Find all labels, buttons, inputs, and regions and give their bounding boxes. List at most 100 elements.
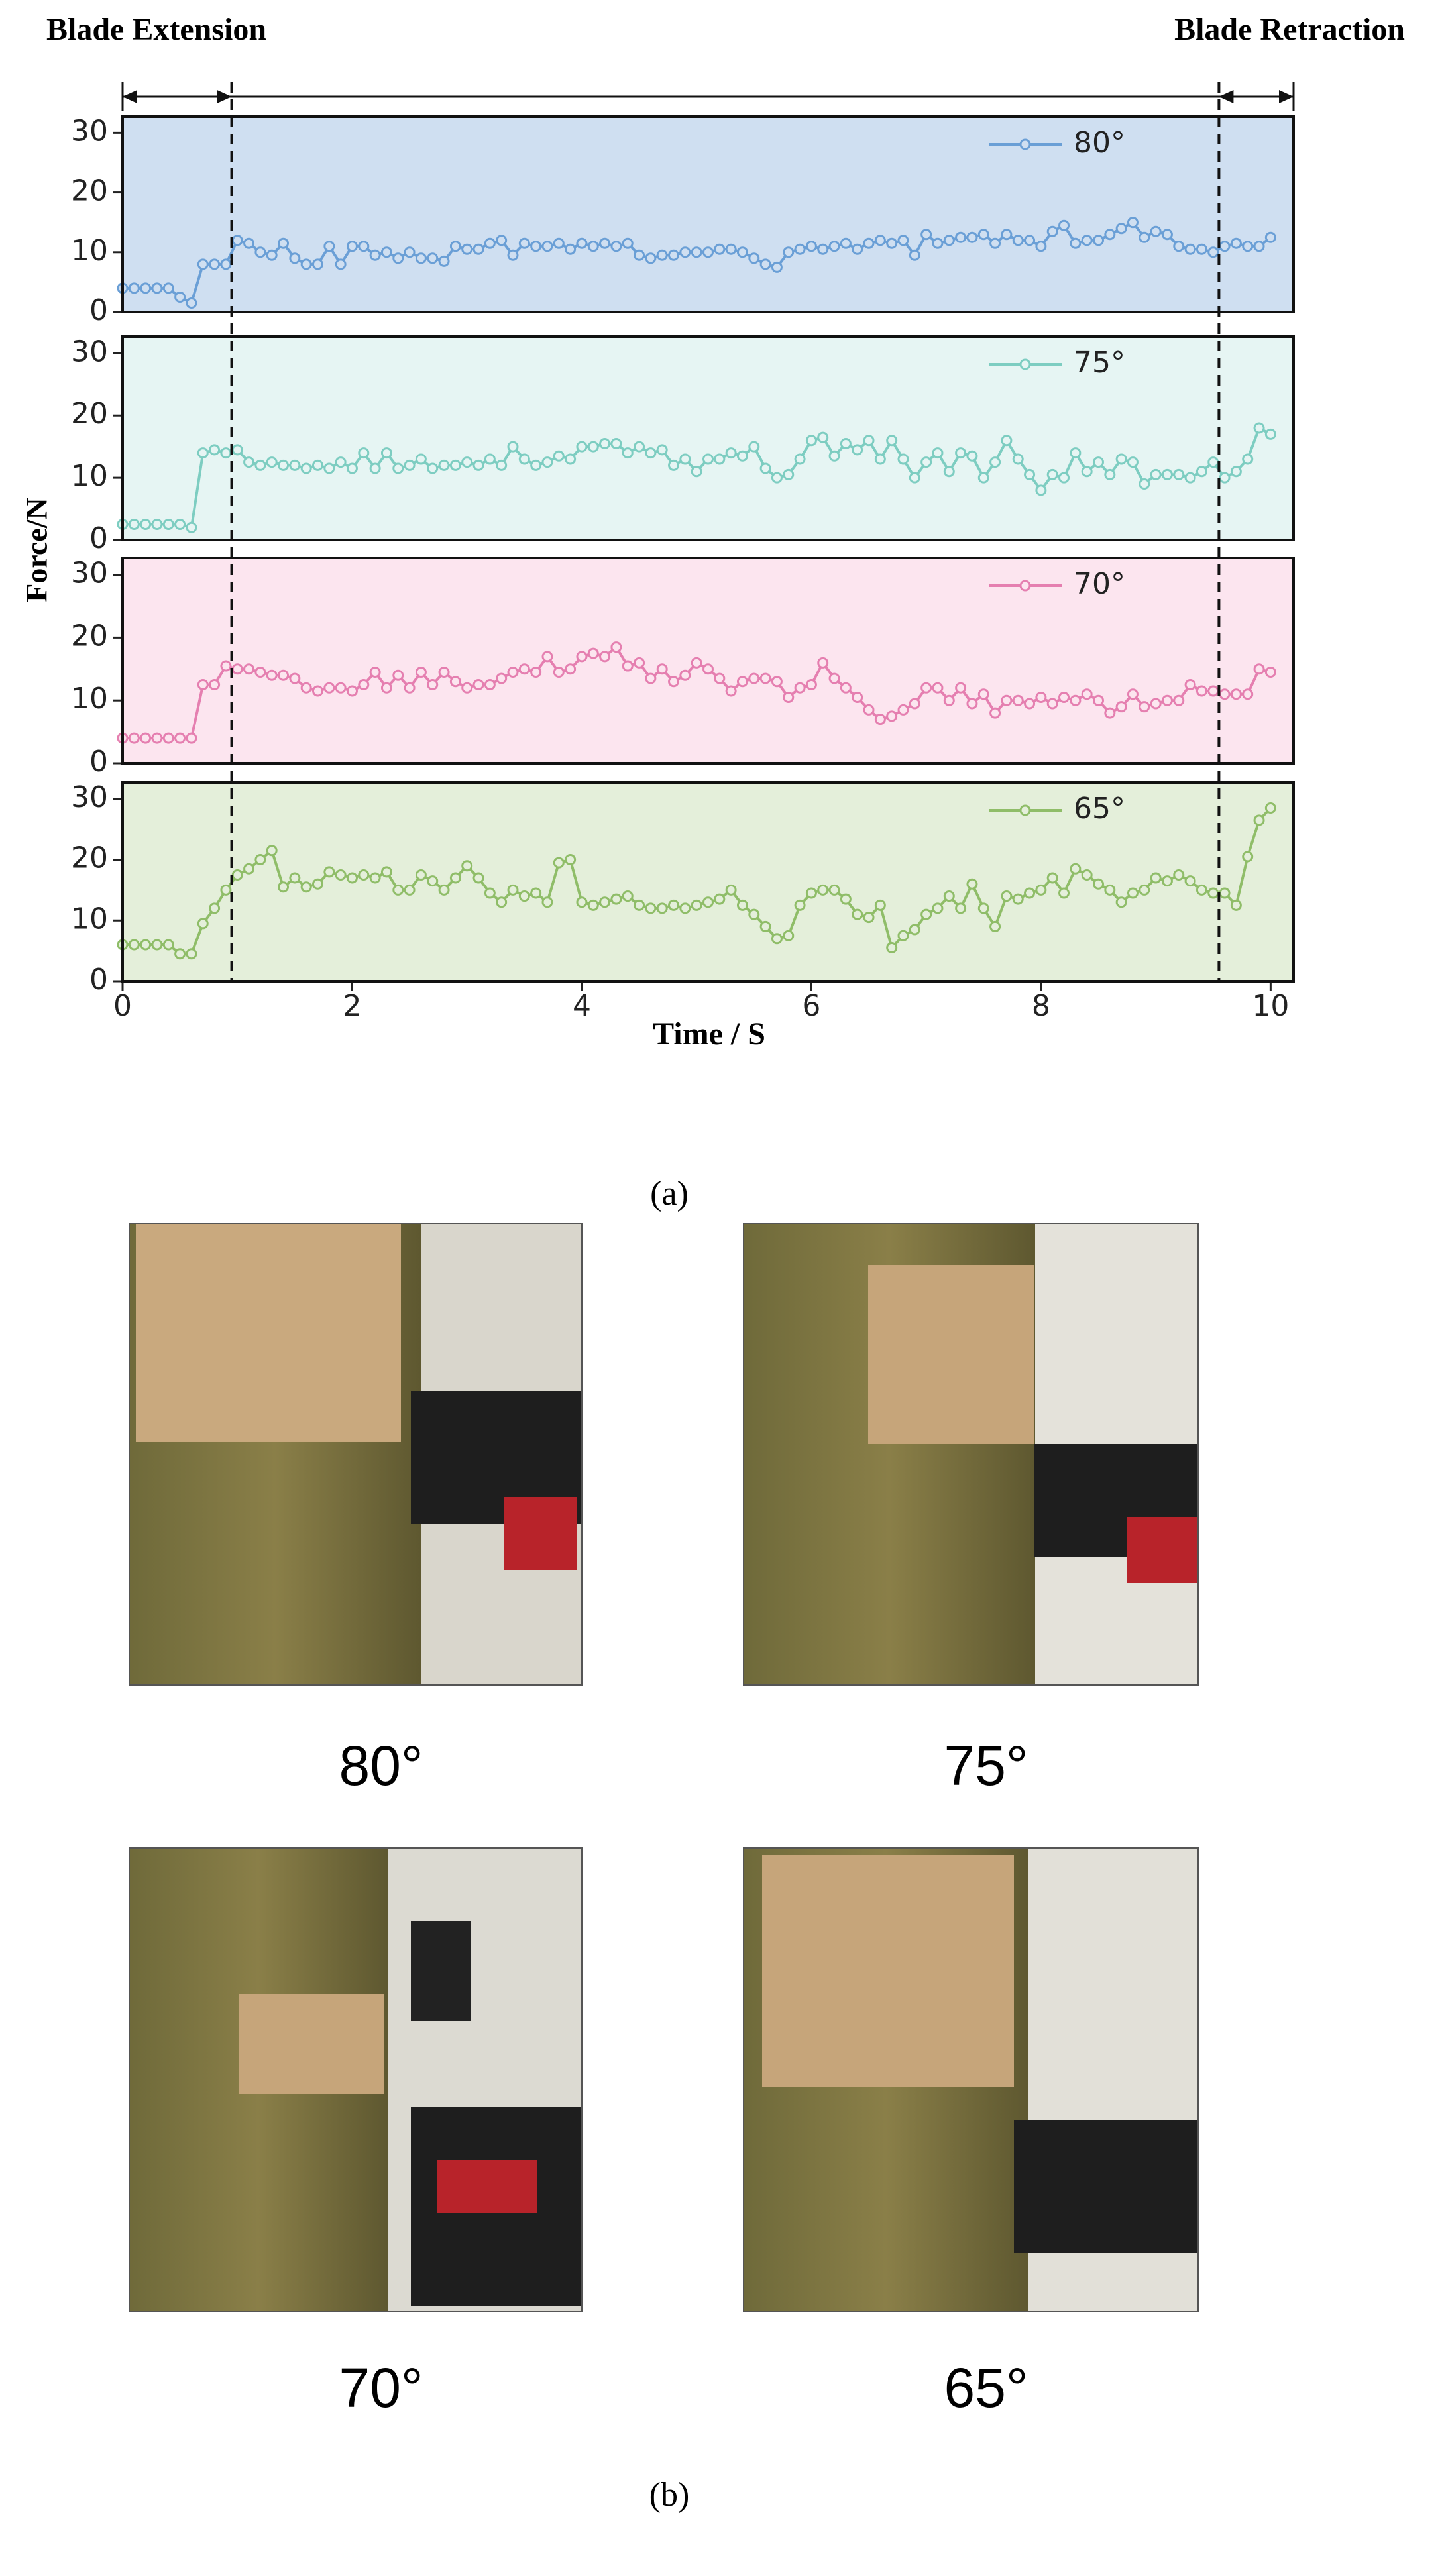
data-point bbox=[404, 459, 416, 471]
data-point bbox=[128, 519, 140, 531]
data-point bbox=[610, 641, 622, 653]
data-point bbox=[599, 896, 611, 908]
data-point bbox=[461, 860, 473, 872]
data-point bbox=[243, 663, 255, 675]
data-point bbox=[220, 884, 232, 896]
data-point bbox=[989, 707, 1001, 719]
data-point bbox=[1093, 456, 1104, 468]
data-point bbox=[828, 450, 840, 462]
data-point bbox=[392, 462, 404, 474]
data-point bbox=[553, 450, 565, 462]
data-point bbox=[1161, 229, 1173, 241]
data-point bbox=[186, 521, 197, 533]
data-point bbox=[300, 682, 312, 694]
data-point bbox=[1253, 814, 1265, 826]
data-point bbox=[691, 466, 702, 478]
x-tick-label: 0 bbox=[113, 989, 132, 1023]
data-point bbox=[162, 939, 174, 951]
data-point bbox=[128, 282, 140, 294]
data-point bbox=[220, 447, 232, 459]
data-point bbox=[289, 459, 301, 471]
data-point bbox=[266, 249, 278, 261]
data-point bbox=[702, 896, 714, 908]
data-point bbox=[622, 660, 634, 672]
data-point bbox=[977, 902, 989, 914]
data-point bbox=[645, 902, 657, 914]
data-point bbox=[186, 948, 197, 960]
data-point bbox=[897, 930, 909, 941]
data-point bbox=[565, 453, 577, 465]
data-point bbox=[771, 676, 783, 688]
data-point bbox=[427, 252, 439, 264]
data-point bbox=[530, 667, 542, 678]
data-point bbox=[587, 899, 599, 911]
data-point bbox=[151, 732, 163, 744]
data-point bbox=[1207, 685, 1219, 697]
data-point bbox=[472, 678, 484, 690]
data-point bbox=[1195, 243, 1207, 255]
data-point bbox=[759, 672, 771, 684]
data-point bbox=[1035, 691, 1047, 703]
photo bbox=[129, 1847, 583, 2312]
caption: (a) bbox=[650, 1175, 689, 1212]
data-point bbox=[1127, 217, 1139, 229]
data-point bbox=[1219, 472, 1231, 484]
data-point bbox=[874, 235, 886, 246]
data-point bbox=[1058, 691, 1070, 703]
data-point bbox=[197, 918, 209, 930]
data-point bbox=[943, 694, 955, 706]
data-point bbox=[231, 444, 243, 456]
data-point bbox=[783, 930, 795, 941]
data-point bbox=[828, 884, 840, 896]
y-tick-label: 30 bbox=[71, 780, 108, 814]
data-point bbox=[932, 447, 944, 459]
data-point bbox=[874, 453, 886, 465]
data-point bbox=[323, 866, 335, 878]
data-point bbox=[897, 235, 909, 246]
data-point bbox=[369, 872, 381, 884]
data-point bbox=[1150, 468, 1162, 480]
data-point bbox=[496, 896, 508, 908]
data-point bbox=[610, 241, 622, 252]
data-point bbox=[461, 682, 473, 694]
data-point bbox=[1195, 466, 1207, 478]
data-point bbox=[886, 435, 898, 447]
data-point bbox=[1230, 899, 1242, 911]
data-point bbox=[461, 456, 473, 468]
data-point bbox=[1035, 241, 1047, 252]
data-point bbox=[140, 732, 152, 744]
data-point bbox=[863, 704, 875, 716]
data-point bbox=[599, 437, 611, 449]
data-point bbox=[415, 252, 427, 264]
y-tick-label: 20 bbox=[71, 619, 108, 653]
data-point bbox=[656, 663, 668, 675]
data-point bbox=[736, 246, 748, 258]
data-point bbox=[380, 682, 392, 694]
data-point bbox=[679, 246, 691, 258]
x-tick-label: 6 bbox=[802, 989, 820, 1023]
data-point bbox=[1035, 484, 1047, 496]
data-point bbox=[1024, 235, 1036, 246]
data-point bbox=[794, 899, 806, 911]
data-point bbox=[461, 243, 473, 255]
data-point bbox=[553, 857, 565, 869]
data-point bbox=[725, 884, 737, 896]
data-point bbox=[1264, 428, 1276, 440]
data-point bbox=[1046, 698, 1058, 710]
data-point bbox=[909, 472, 920, 484]
data-point bbox=[977, 688, 989, 700]
plot-frame bbox=[121, 781, 1295, 983]
data-point bbox=[748, 908, 760, 920]
data-point bbox=[438, 255, 450, 267]
data-point bbox=[197, 258, 209, 270]
data-point bbox=[759, 920, 771, 932]
x-tick-label: 10 bbox=[1252, 989, 1289, 1023]
data-point bbox=[920, 908, 932, 920]
data-point bbox=[955, 231, 967, 243]
data-point bbox=[162, 282, 174, 294]
data-point bbox=[634, 441, 645, 453]
data-point bbox=[404, 246, 416, 258]
data-point bbox=[438, 884, 450, 896]
data-point bbox=[1242, 241, 1254, 252]
